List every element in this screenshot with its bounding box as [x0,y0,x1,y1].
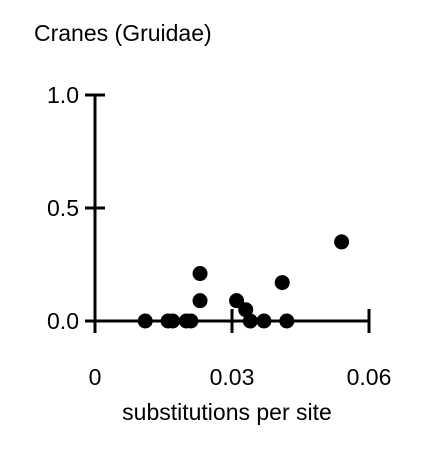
x-tick-label-2: 0.06 [347,364,392,390]
data-point-5 [192,293,208,309]
x-tick-label-1: 0.03 [210,364,255,390]
y-tick-label-2: 1.0 [47,82,79,108]
data-point-6 [192,266,208,282]
axis-ticks: 0 0.03 0.06 0.0 0.5 1.0 [47,82,391,390]
data-point-4 [183,313,199,329]
data-point-8 [238,302,254,318]
data-points [137,234,350,329]
y-tick-label-1: 0.5 [47,195,79,221]
data-point-11 [274,275,290,291]
x-tick-label-0: 0 [89,364,102,390]
data-point-0 [137,313,153,329]
data-point-9 [242,313,258,329]
chart-title: Cranes (Gruidae) [34,20,212,46]
data-point-7 [229,293,245,309]
data-point-12 [279,313,295,329]
data-point-2 [165,313,181,329]
y-tick-label-0: 0.0 [47,308,79,334]
data-point-13 [334,234,350,250]
x-axis-label: substitutions per site [122,399,332,425]
data-point-10 [256,313,272,329]
